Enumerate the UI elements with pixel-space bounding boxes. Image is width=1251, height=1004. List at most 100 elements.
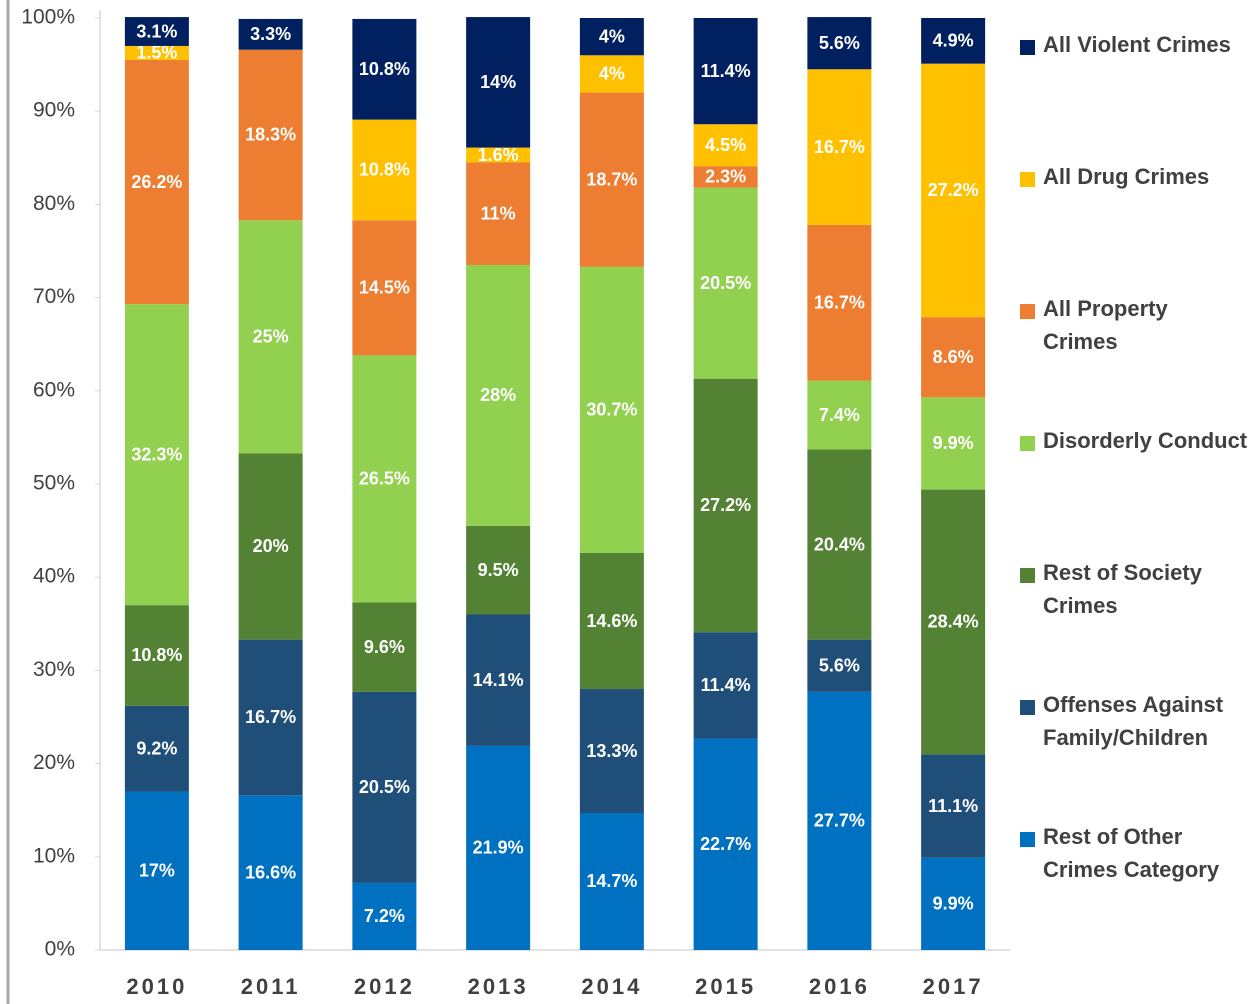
bar-segment [807, 639, 872, 692]
data-label: 14.1% [473, 670, 524, 690]
bar-segment [352, 355, 417, 603]
data-label: 10.8% [131, 645, 182, 665]
data-label: 4.5% [705, 135, 746, 155]
bar-segment [238, 453, 303, 640]
bar-segment [579, 92, 644, 267]
bar-segment [124, 705, 189, 792]
y-tick-label: 70% [33, 285, 75, 308]
bar-segment [238, 795, 303, 950]
data-label: 16.7% [814, 137, 865, 157]
bar-segment [693, 632, 758, 739]
data-label: 7.2% [364, 906, 405, 926]
x-tick-label: 2013 [468, 974, 529, 999]
bar-segment [238, 49, 303, 221]
bar-segment [466, 162, 531, 265]
y-tick-label: 30% [33, 658, 75, 681]
data-label: 14.5% [359, 278, 410, 298]
legend-swatch [1020, 832, 1035, 847]
data-label: 10.8% [359, 160, 410, 180]
data-label: 1.6% [478, 145, 519, 165]
data-label: 5.6% [819, 655, 860, 675]
bar-segment [807, 17, 872, 70]
bar-segment [921, 63, 986, 318]
data-label: 5.6% [819, 33, 860, 53]
data-label: 3.3% [250, 24, 291, 44]
bar-segment [579, 552, 644, 690]
data-label: 26.5% [359, 469, 410, 489]
data-label: 9.9% [933, 894, 974, 914]
data-label: 14% [480, 72, 516, 92]
data-label: 11.1% [928, 796, 978, 816]
data-label: 4% [599, 64, 625, 84]
x-tick-label: 2015 [695, 974, 756, 999]
legend-label: All Drug Crimes [1043, 164, 1210, 189]
legend-swatch [1020, 568, 1035, 583]
data-label: 3.1% [136, 21, 177, 41]
bar-segment [579, 18, 644, 56]
bar-segment [693, 738, 758, 950]
legend-swatch [1020, 40, 1035, 55]
legend-swatch [1020, 436, 1035, 451]
y-tick-label: 0% [45, 938, 75, 961]
x-tick-label: 2017 [923, 974, 984, 999]
y-tick-label: 90% [33, 99, 75, 122]
data-label: 13.3% [586, 741, 637, 761]
data-label: 14.6% [586, 611, 637, 631]
bar-segment [921, 18, 986, 64]
y-tick-label: 80% [33, 192, 75, 215]
bar-segment [921, 857, 986, 950]
bar-segment [921, 317, 986, 398]
data-label: 9.6% [364, 637, 405, 657]
bar-segment [238, 220, 303, 454]
bar-segment [352, 18, 417, 120]
bar-segment [693, 378, 758, 633]
data-label: 14.7% [586, 871, 637, 891]
y-tick-label: 40% [33, 565, 75, 588]
legend-item: Disorderly Conduct [1020, 428, 1248, 457]
bar-segment [466, 614, 531, 746]
bar-segment [352, 220, 417, 356]
bar-segment [807, 69, 872, 225]
legend-label: Offenses Against Family/Children [1043, 692, 1224, 750]
bar-segment [238, 18, 303, 50]
legend-item: All Violent Crimes [1020, 32, 1248, 61]
legend-item: Rest of Other Crimes Category [1020, 824, 1248, 886]
bar-segment [807, 449, 872, 640]
bar-segment [579, 266, 644, 553]
data-label: 7.4% [819, 405, 860, 425]
data-label: 21.9% [473, 838, 524, 858]
bar-segment [807, 691, 872, 950]
data-label: 28% [480, 385, 516, 405]
bar-segment [807, 380, 872, 450]
data-label: 10.8% [359, 59, 410, 79]
legend-label: Disorderly Conduct [1043, 428, 1248, 453]
x-tick-label: 2010 [126, 974, 187, 999]
bar-segment [352, 691, 417, 883]
data-label: 11.4% [701, 675, 751, 695]
data-label: 30.7% [586, 400, 637, 420]
data-label: 9.2% [136, 738, 177, 758]
bar-segment [466, 525, 531, 615]
bar-segment [352, 882, 417, 950]
data-label: 16.6% [245, 862, 296, 882]
legend-item: Rest of Society Crimes [1020, 560, 1248, 622]
data-label: 27.2% [700, 495, 751, 515]
y-tick-label: 50% [33, 472, 75, 495]
legend-item: All Drug Crimes [1020, 164, 1248, 193]
data-label: 26.2% [131, 172, 182, 192]
data-label: 16.7% [245, 707, 296, 727]
legend-label: All Violent Crimes [1043, 32, 1231, 57]
data-label: 18.3% [245, 125, 296, 145]
legend-swatch [1020, 700, 1035, 715]
data-label: 20% [253, 536, 289, 556]
bar-segment [124, 17, 189, 46]
y-tick-label: 60% [33, 378, 75, 401]
bar-segment [466, 745, 531, 950]
data-label: 27.2% [928, 180, 979, 200]
bar-segment [693, 18, 758, 125]
bar-segment [124, 45, 189, 60]
bar-segment [466, 264, 531, 526]
bar-segment [693, 166, 758, 188]
